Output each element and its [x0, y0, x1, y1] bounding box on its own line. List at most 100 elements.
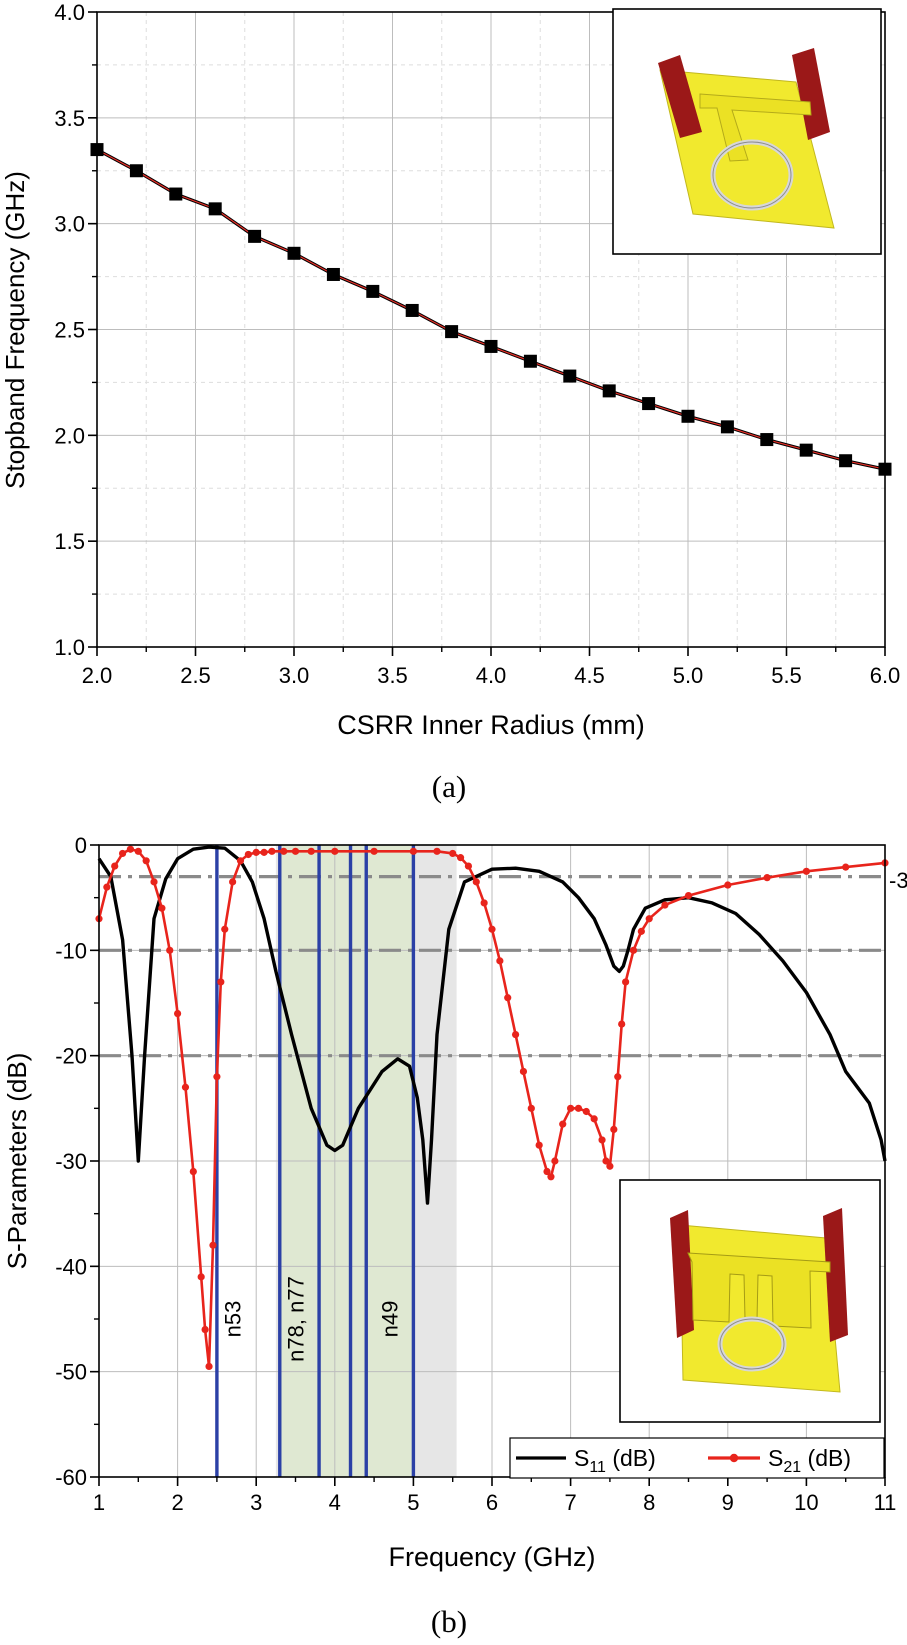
data-point-square: [248, 229, 262, 243]
data-point-s21: [724, 881, 732, 889]
data-point-s21: [551, 1157, 559, 1165]
data-point-s21: [229, 878, 237, 886]
data-point-square: [720, 420, 734, 434]
data-point-s21: [496, 957, 504, 965]
data-point-square: [760, 433, 774, 447]
reference-lines: [99, 874, 885, 1058]
x-tick-label: 1: [93, 1490, 105, 1515]
y-tick-label: 4.0: [54, 0, 85, 25]
data-point-square: [366, 284, 380, 298]
data-point-s21: [645, 915, 653, 923]
legend-s11: S11 (dB): [574, 1445, 656, 1476]
x-tick-label: 9: [722, 1490, 734, 1515]
data-point-s21: [763, 874, 771, 882]
data-point-square: [563, 369, 577, 383]
data-point-s21: [197, 1273, 205, 1281]
panel-label-b: (b): [431, 1604, 467, 1639]
y-tick-label: 1.5: [54, 529, 85, 554]
data-point-s21: [582, 1107, 590, 1116]
data-point-s21: [535, 1141, 543, 1149]
data-point-s21: [610, 1125, 618, 1133]
data-point-s21: [590, 1115, 598, 1123]
y-tick-label: 1.0: [54, 635, 85, 660]
data-point-s21: [472, 878, 480, 886]
data-point-s21: [527, 1104, 535, 1112]
data-point-s21: [598, 1136, 606, 1144]
data-point-square: [602, 384, 616, 398]
data-point-s21: [684, 891, 693, 900]
panel-label-a: (a): [432, 769, 466, 804]
band-label: n49: [378, 1301, 403, 1338]
y-tick-label: 0: [75, 833, 87, 858]
data-point-s21: [606, 1162, 614, 1170]
data-point-s21: [842, 863, 850, 871]
data-point-square: [405, 303, 419, 317]
data-point-s21: [637, 927, 645, 935]
band-label: n53: [220, 1301, 245, 1338]
x-tick-label: 4.5: [574, 663, 605, 688]
x-tick-label: 10: [794, 1490, 818, 1515]
x-tick-label: 5: [407, 1490, 419, 1515]
x-tick-label: 2.0: [82, 663, 113, 688]
data-point-s21: [142, 857, 150, 865]
data-point-s21: [189, 1167, 197, 1176]
data-point-s21: [201, 1325, 209, 1334]
data-point-s21: [802, 867, 811, 875]
reference-label: -3: [889, 868, 907, 893]
data-point-s21: [409, 847, 417, 855]
data-point-s21: [236, 857, 245, 865]
inset-model-b: [619, 1179, 881, 1423]
y-tick-label: 2.0: [54, 423, 85, 448]
x-tick-label: 11: [874, 1490, 897, 1515]
data-point-s21: [181, 1083, 190, 1091]
data-point-s21: [166, 946, 174, 954]
data-point-square: [799, 443, 813, 457]
data-point-s21: [574, 1104, 583, 1112]
data-point-s21: [456, 854, 465, 862]
data-point-s21: [464, 862, 473, 870]
ticks-b: 1 2 3 4 5 6 7 8 9 10 11 0 -10 -20 -30 -40 -50 -60: [55, 833, 896, 1515]
data-point-s21: [111, 862, 119, 870]
data-point-s21: [213, 1073, 221, 1081]
data-point-s21: [126, 845, 135, 853]
y-tick-label: -30: [55, 1149, 87, 1174]
y-axis-label-b: S-Parameters (dB): [2, 1053, 32, 1270]
x-tick-label: 2.5: [180, 663, 211, 688]
x-tick-label: 5.5: [771, 663, 802, 688]
data-point-s21: [614, 1073, 622, 1081]
x-tick-label: 2: [171, 1490, 183, 1515]
data-point-s21: [331, 847, 339, 855]
data-point-s21: [543, 1167, 551, 1176]
data-point-s21: [103, 883, 111, 891]
y-tick-label: -40: [55, 1254, 87, 1279]
y-tick-label: -60: [55, 1465, 87, 1490]
band-labels: n53 n78, n77 n49: [220, 1276, 402, 1362]
data-point-s21: [280, 847, 288, 855]
panel-b: 1 2 3 4 5 6 7 8 9 10 11 0 -10 -20 -30 -40 -50 -60 n53 n78,…: [2, 833, 907, 1639]
data-point-square: [642, 397, 656, 411]
data-point-s21: [307, 847, 315, 855]
data-point-square: [839, 454, 853, 468]
data-point-s21: [602, 1157, 610, 1165]
data-point-s21: [205, 1362, 213, 1370]
data-point-s21: [268, 847, 276, 855]
data-point-s21: [567, 1104, 575, 1112]
y-tick-label: -20: [55, 1044, 87, 1069]
data-point-s21: [480, 899, 488, 907]
data-point-square: [208, 202, 222, 216]
data-point-s21: [252, 848, 260, 856]
data-point-s21: [244, 850, 252, 859]
x-tick-label: 3.5: [377, 663, 408, 688]
band-label: n78, n77: [283, 1276, 308, 1362]
legend: S11 (dB) S21 (dB): [509, 1437, 885, 1479]
y-axis-label-a: Stopband Frequency (GHz): [0, 171, 30, 489]
data-point-s21: [559, 1120, 567, 1128]
data-point-s21: [370, 847, 378, 855]
data-point-square: [523, 354, 537, 368]
data-point-square: [326, 267, 340, 281]
data-point-square: [445, 325, 459, 339]
data-point-s21: [504, 994, 512, 1002]
data-point-s21: [174, 1009, 182, 1018]
x-tick-label: 3: [250, 1490, 262, 1515]
data-point-square: [129, 164, 143, 178]
